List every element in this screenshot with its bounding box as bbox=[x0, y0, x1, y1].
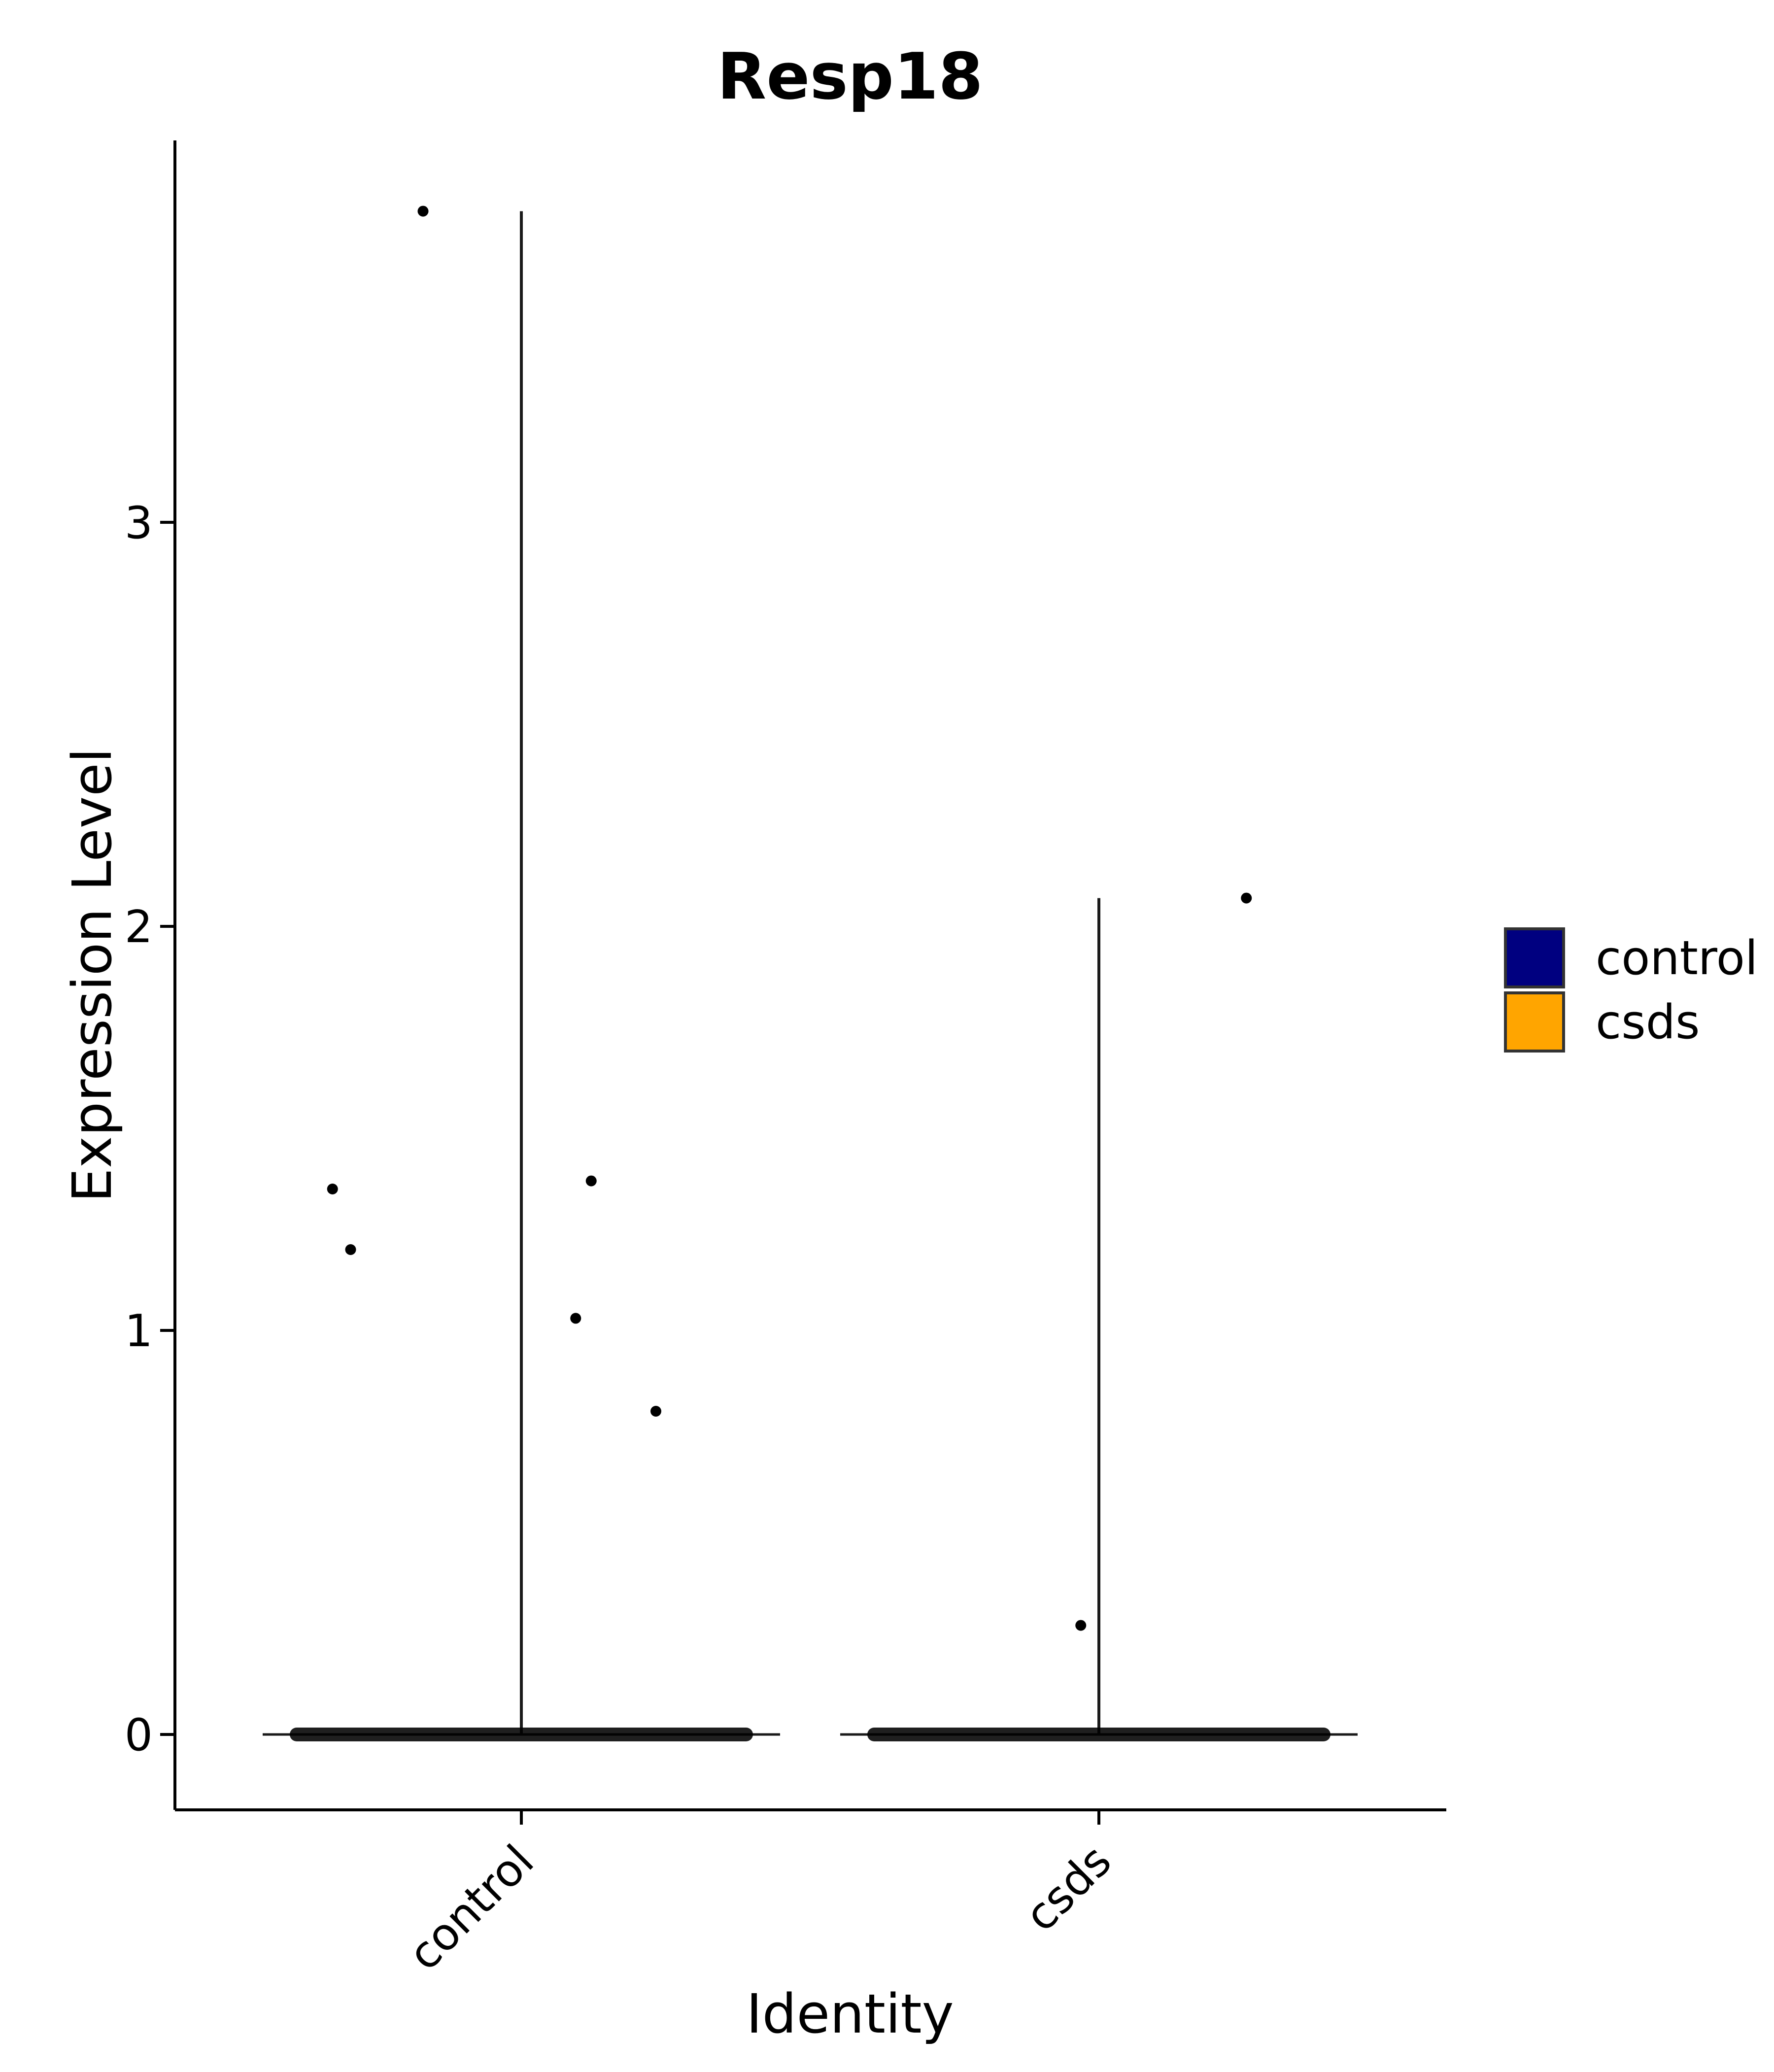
legend: control csds bbox=[1504, 927, 1758, 1053]
chart-title: Resp18 bbox=[717, 39, 983, 114]
legend-label-control: control bbox=[1596, 931, 1758, 985]
y-tick-label: 1 bbox=[125, 1305, 153, 1357]
legend-swatch-csds bbox=[1504, 991, 1565, 1053]
x-tick-label: control bbox=[399, 1835, 544, 1980]
legend-swatch-control bbox=[1504, 927, 1565, 988]
plot-area: 0 1 2 3 control csds bbox=[125, 140, 1446, 1980]
data-point-control bbox=[570, 1313, 581, 1324]
zero-points-csds bbox=[867, 1728, 1330, 1741]
data-point-csds bbox=[1241, 892, 1252, 904]
y-axis-title: Expression Level bbox=[61, 748, 124, 1202]
data-point-control bbox=[650, 1406, 661, 1417]
data-point-csds bbox=[1075, 1620, 1087, 1631]
y-tick-label: 0 bbox=[125, 1709, 153, 1761]
zero-points-control bbox=[290, 1728, 753, 1741]
data-point-control bbox=[345, 1244, 356, 1255]
legend-label-csds: csds bbox=[1596, 995, 1700, 1050]
x-tick-label: csds bbox=[1015, 1835, 1122, 1941]
y-tick-label: 2 bbox=[125, 901, 153, 953]
data-point-control bbox=[327, 1184, 338, 1194]
data-point-control bbox=[585, 1175, 597, 1187]
data-point-control bbox=[417, 205, 429, 217]
y-tick-label: 3 bbox=[125, 497, 153, 549]
x-axis-title: Identity bbox=[746, 1982, 954, 2045]
